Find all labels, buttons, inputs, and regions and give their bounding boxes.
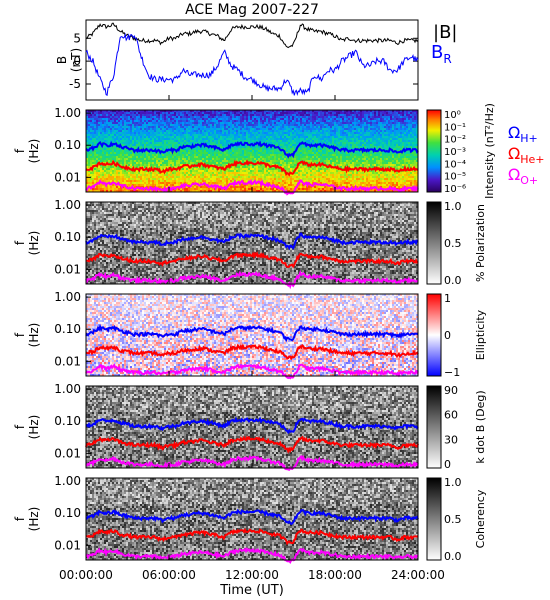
b-ylabel: B bbox=[55, 56, 69, 64]
chart-title: ACE Mag 2007-227 bbox=[185, 2, 319, 18]
b-ytick-label: 5 bbox=[73, 31, 81, 45]
b-field-legend: |B| BR bbox=[431, 22, 457, 66]
b-ytick-label: -5 bbox=[69, 77, 81, 91]
b-yunit: (nT) bbox=[69, 48, 83, 72]
spectrogram-panels: 1.000.100.01f (Hz)10⁰10⁻¹10⁻²10⁻³10⁻⁴10⁻⁵… bbox=[13, 103, 496, 563]
legend-total-b: |B| bbox=[433, 22, 457, 43]
b-field-frame bbox=[86, 20, 418, 100]
spectrogram-intensity: 1.000.100.01f (Hz)10⁰10⁻¹10⁻²10⁻³10⁻⁴10⁻⁵… bbox=[13, 103, 496, 199]
b-field-panel: 50-5B (nT) bbox=[55, 20, 418, 100]
legend-radial-b: BR bbox=[431, 42, 452, 66]
